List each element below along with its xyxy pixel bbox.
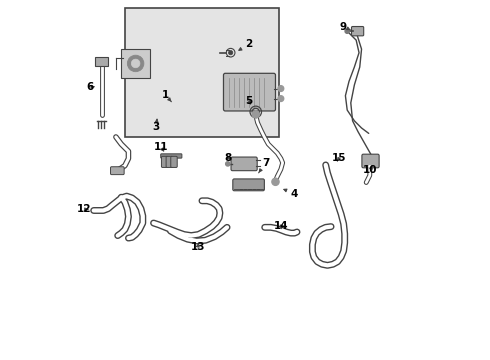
Circle shape [252,111,259,118]
Text: 13: 13 [191,242,205,252]
FancyBboxPatch shape [161,156,168,167]
Text: 4: 4 [284,189,298,199]
FancyBboxPatch shape [111,167,124,175]
Circle shape [225,162,230,166]
FancyBboxPatch shape [362,154,379,168]
FancyBboxPatch shape [171,156,177,167]
FancyBboxPatch shape [233,179,265,191]
Circle shape [131,59,140,68]
Text: 11: 11 [153,142,168,152]
Text: 6: 6 [86,82,94,92]
Circle shape [278,96,284,102]
FancyBboxPatch shape [96,57,108,66]
FancyBboxPatch shape [122,49,150,78]
Text: 2: 2 [239,40,252,50]
Circle shape [228,50,233,55]
Text: 5: 5 [245,96,252,106]
Circle shape [127,55,144,72]
Circle shape [345,29,349,33]
Text: 15: 15 [332,153,346,163]
FancyBboxPatch shape [161,154,182,158]
Text: 8: 8 [224,153,231,163]
Text: 9: 9 [340,22,350,32]
Text: 12: 12 [77,204,92,215]
FancyBboxPatch shape [166,156,172,167]
Text: 10: 10 [363,165,378,175]
FancyBboxPatch shape [125,8,279,137]
Circle shape [272,178,279,185]
Text: 7: 7 [259,158,270,173]
FancyBboxPatch shape [223,73,275,111]
Text: 3: 3 [152,119,160,132]
FancyBboxPatch shape [231,157,257,171]
FancyBboxPatch shape [351,27,364,36]
Text: 14: 14 [274,221,289,231]
Text: 1: 1 [161,90,172,102]
Circle shape [278,86,284,91]
